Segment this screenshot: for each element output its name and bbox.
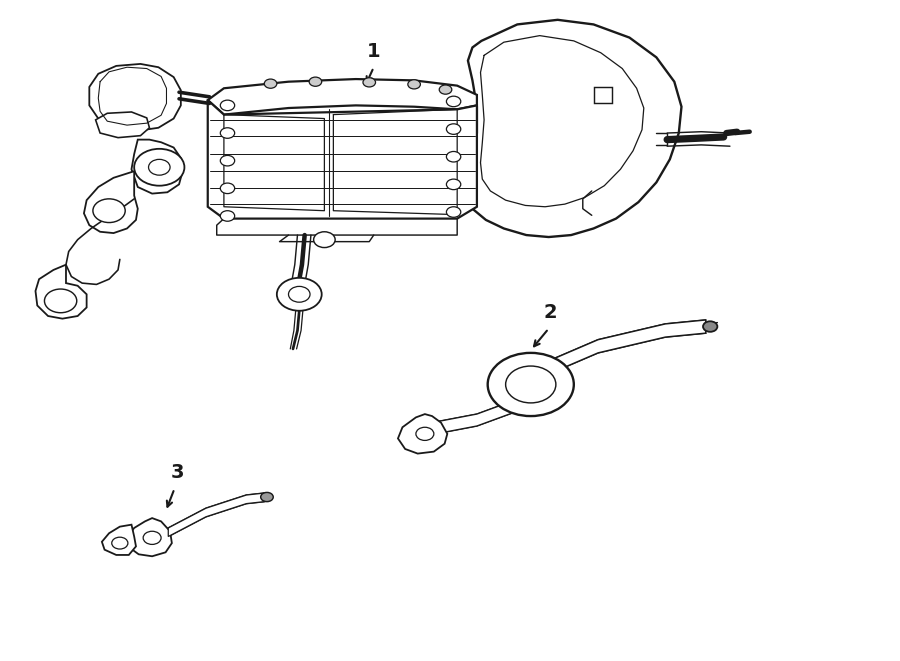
- Polygon shape: [466, 20, 681, 237]
- Circle shape: [703, 321, 717, 332]
- Circle shape: [220, 183, 235, 194]
- Text: 3: 3: [170, 463, 184, 482]
- Circle shape: [408, 80, 420, 89]
- Circle shape: [261, 492, 274, 502]
- Circle shape: [416, 427, 434, 440]
- Circle shape: [446, 96, 461, 106]
- Polygon shape: [35, 264, 86, 319]
- Text: 2: 2: [544, 303, 557, 322]
- Circle shape: [289, 286, 310, 302]
- Polygon shape: [102, 525, 136, 555]
- Polygon shape: [208, 100, 477, 219]
- Circle shape: [363, 78, 375, 87]
- Polygon shape: [594, 87, 611, 103]
- Circle shape: [134, 149, 184, 186]
- Circle shape: [488, 353, 574, 416]
- Circle shape: [277, 278, 321, 311]
- Polygon shape: [95, 112, 149, 137]
- Circle shape: [148, 159, 170, 175]
- Circle shape: [220, 100, 235, 110]
- Polygon shape: [131, 139, 183, 194]
- Circle shape: [44, 289, 76, 313]
- Circle shape: [446, 207, 461, 217]
- Text: 1: 1: [367, 42, 381, 61]
- Polygon shape: [84, 171, 138, 233]
- Circle shape: [220, 211, 235, 221]
- Circle shape: [220, 155, 235, 166]
- Polygon shape: [540, 320, 706, 378]
- Circle shape: [265, 79, 277, 89]
- Circle shape: [506, 366, 556, 403]
- Circle shape: [439, 85, 452, 95]
- Polygon shape: [398, 414, 447, 453]
- Circle shape: [143, 531, 161, 545]
- Circle shape: [220, 128, 235, 138]
- Circle shape: [313, 232, 335, 248]
- Circle shape: [446, 151, 461, 162]
- Circle shape: [446, 124, 461, 134]
- Polygon shape: [127, 518, 172, 557]
- Polygon shape: [208, 79, 477, 114]
- Circle shape: [309, 77, 321, 87]
- Circle shape: [446, 179, 461, 190]
- Circle shape: [93, 199, 125, 223]
- Circle shape: [112, 537, 128, 549]
- Polygon shape: [89, 64, 181, 130]
- Polygon shape: [432, 398, 522, 434]
- Polygon shape: [168, 493, 265, 537]
